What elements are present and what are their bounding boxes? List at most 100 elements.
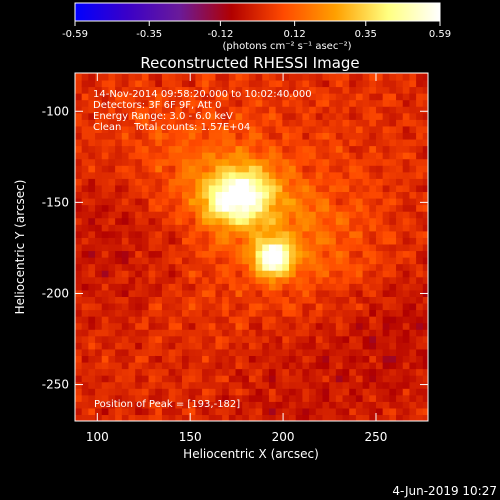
heatmap-cell [202,283,210,291]
heatmap-cell [369,145,377,153]
heatmap-cell [355,322,364,330]
heatmap-cell [342,152,350,160]
heatmap-cell [362,342,370,350]
heatmap-cell [369,165,377,173]
heatmap-cell [208,230,217,238]
heatmap-cell [121,158,130,166]
heatmap-cell [168,361,176,370]
heatmap-cell [215,184,223,193]
heatmap-cell [389,138,397,147]
heatmap-cell [135,335,143,343]
heatmap-cell [262,125,270,133]
heatmap-cell [416,73,424,81]
heatmap-cell [315,414,324,421]
heatmap-cell [175,407,183,416]
heatmap-cell [329,224,337,232]
heatmap-cell [422,99,428,107]
heatmap-cell [396,329,404,337]
heatmap-cell [81,375,89,383]
heatmap-cell [409,329,417,337]
heatmap-cell [349,302,357,311]
heatmap-cell [188,178,196,186]
heatmap-cell [228,407,237,416]
heatmap-cell [289,217,297,225]
heatmap-cell [289,86,297,94]
heatmap-cell [228,355,237,363]
heatmap-cell [295,375,304,383]
heatmap-cell [295,125,304,133]
heatmap-cell [422,322,428,330]
heatmap-cell [168,119,176,127]
heatmap-cell [81,407,89,416]
heatmap-cell [402,375,411,383]
heatmap-cell [188,394,196,402]
heatmap-cell [195,368,203,376]
heatmap-cell [88,178,96,186]
heatmap-cell [275,375,283,383]
heatmap-cell [289,342,297,350]
heatmap-cell [262,289,270,297]
heatmap-cell [248,152,257,160]
heatmap-cell [402,401,411,409]
heatmap-cell [202,414,210,421]
heatmap-cell [289,407,297,416]
heatmap-cell [222,276,230,284]
heatmap-cell [355,309,364,317]
heatmap-cell [302,375,310,383]
heatmap-cell [309,197,317,206]
heatmap-cell [349,289,357,297]
heatmap-cell [141,401,150,409]
heatmap-cell [275,165,283,173]
heatmap-cell [248,73,257,81]
heatmap-cell [242,407,250,416]
heatmap-cell [315,381,324,389]
heatmap-cell [289,381,297,389]
heatmap-cell [155,257,163,265]
heatmap-cell [81,381,89,389]
heatmap-cell [242,361,250,370]
heatmap-cell [101,342,110,350]
heatmap-cell [396,171,404,179]
colorbar-tick-label: -0.35 [136,29,162,40]
heatmap-cell [202,329,210,337]
heatmap-cell [389,145,397,153]
heatmap-cell [335,86,344,94]
heatmap-cell [248,230,257,238]
heatmap-cell [302,394,310,402]
heatmap-cell [349,368,357,376]
heatmap-cell [208,368,217,376]
heatmap-cell [342,302,350,311]
heatmap-cell [182,112,190,120]
heatmap-cell [335,217,344,225]
heatmap-cell [208,93,217,101]
heatmap-cell [295,165,304,173]
heatmap-cell [161,178,170,186]
heatmap-cell [95,414,103,421]
heatmap-cell [349,322,357,330]
heatmap-cell [389,355,397,363]
heatmap-cell [402,178,411,186]
heatmap-cell [282,355,290,363]
heatmap-cell [268,388,277,396]
heatmap-cell [289,73,297,81]
heatmap-cell [396,237,404,245]
heatmap-cell [362,368,370,376]
heatmap-cell [215,316,223,324]
heatmap-cell [396,79,404,88]
heatmap-cell [382,197,390,206]
heatmap-cell [208,112,217,120]
heatmap-cell [242,79,250,88]
heatmap-cell [396,250,404,258]
heatmap-cell [188,243,196,252]
heatmap-cell [369,119,377,127]
heatmap-cell [95,119,103,127]
heatmap-cell [262,309,270,317]
heatmap-cell [155,197,163,206]
heatmap-cell [369,93,377,101]
heatmap-cell [222,407,230,416]
colorbar-tick-label: -0.12 [207,29,233,40]
heatmap-cell [95,263,103,271]
heatmap-cell [375,152,384,160]
heatmap-cell [309,296,317,304]
heatmap-cell [355,224,364,232]
